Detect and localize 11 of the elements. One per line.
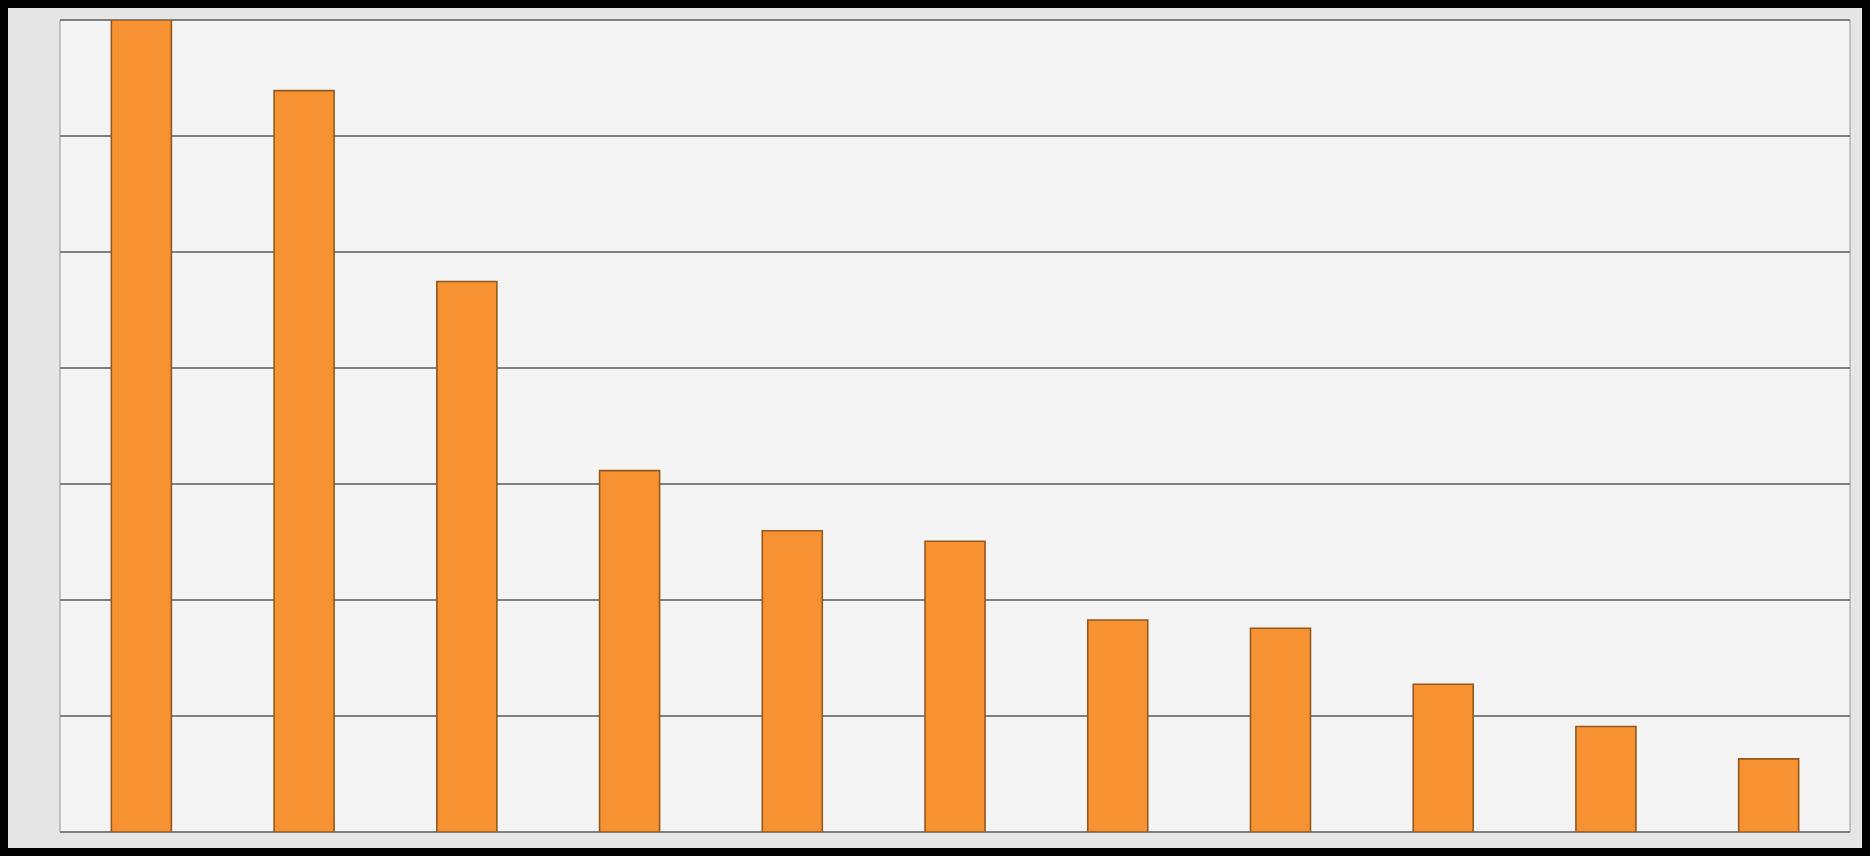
bar bbox=[1412, 683, 1475, 832]
bar bbox=[1575, 725, 1637, 832]
bar bbox=[924, 540, 986, 832]
bar bbox=[1086, 619, 1149, 832]
bar bbox=[273, 89, 335, 832]
bar bbox=[761, 529, 824, 832]
bar bbox=[1249, 627, 1312, 832]
bar bbox=[110, 19, 173, 832]
bar bbox=[1737, 758, 1800, 832]
bar bbox=[436, 280, 498, 832]
bar bbox=[598, 469, 661, 832]
